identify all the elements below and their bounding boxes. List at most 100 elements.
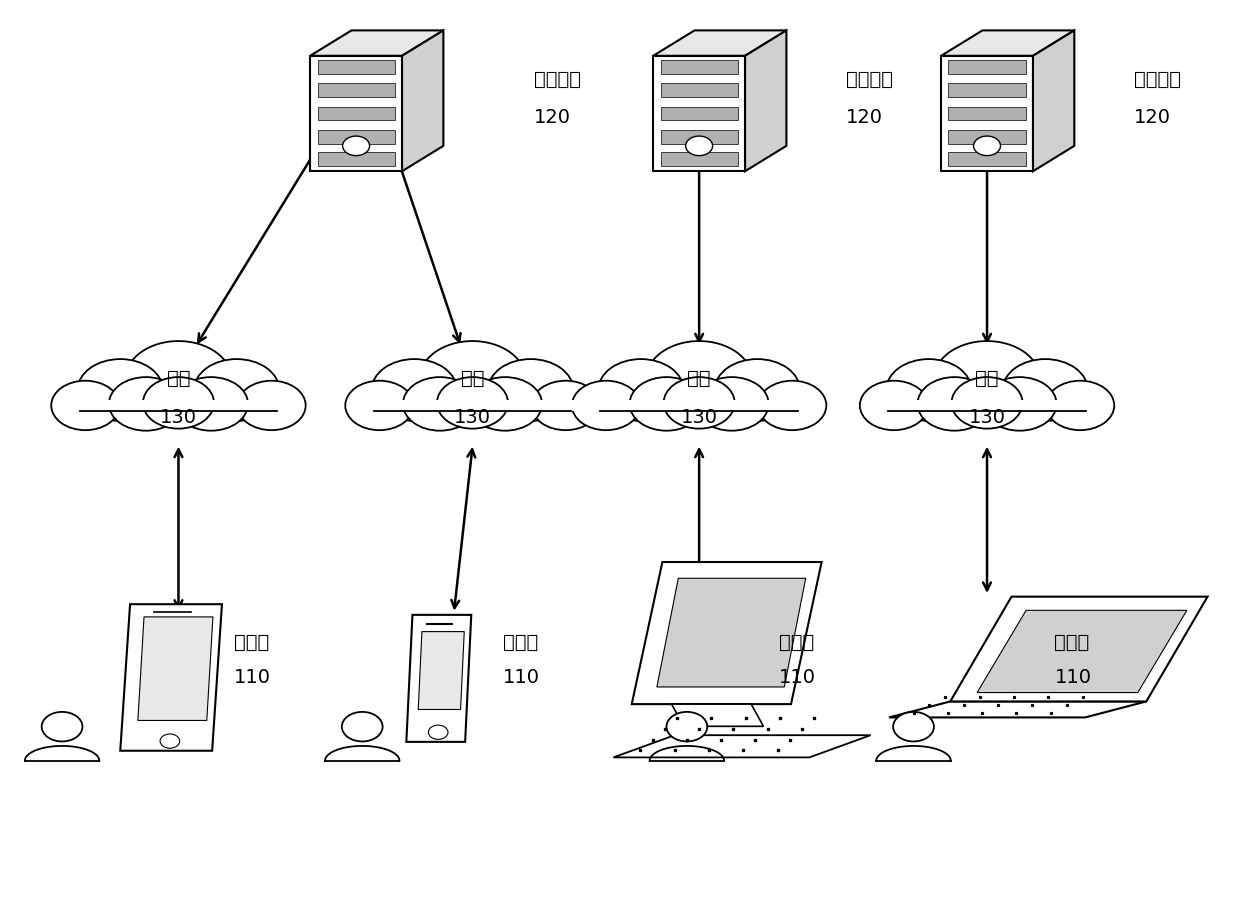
Circle shape (78, 359, 162, 421)
Circle shape (419, 341, 525, 419)
Polygon shape (592, 400, 807, 410)
Polygon shape (948, 106, 1026, 121)
Polygon shape (948, 130, 1026, 143)
Polygon shape (950, 596, 1208, 702)
Text: 130: 130 (453, 408, 491, 427)
Circle shape (42, 712, 83, 741)
Circle shape (175, 377, 248, 430)
Text: 网络: 网络 (167, 369, 191, 388)
Text: 120: 120 (846, 108, 883, 127)
Circle shape (372, 359, 457, 421)
Polygon shape (660, 60, 737, 74)
Polygon shape (890, 702, 1146, 717)
Polygon shape (978, 611, 1187, 693)
Polygon shape (660, 106, 737, 121)
Circle shape (403, 377, 477, 430)
Polygon shape (72, 400, 285, 410)
Circle shape (346, 381, 414, 430)
Polygon shape (672, 704, 763, 726)
Polygon shape (660, 152, 737, 166)
Text: 110: 110 (779, 668, 815, 687)
Circle shape (646, 341, 752, 419)
Polygon shape (745, 31, 787, 171)
Text: 网络节点: 网络节点 (1134, 70, 1181, 89)
Circle shape (983, 377, 1057, 430)
Circle shape (629, 377, 704, 430)
Text: 130: 130 (969, 408, 1006, 427)
Polygon shape (310, 31, 444, 56)
Circle shape (142, 377, 214, 428)
Polygon shape (871, 372, 1104, 413)
Text: 客户端: 客户端 (234, 632, 269, 651)
Text: 110: 110 (234, 668, 270, 687)
Polygon shape (317, 84, 395, 97)
Polygon shape (401, 31, 444, 171)
Text: 120: 120 (1134, 108, 1171, 127)
Polygon shape (657, 578, 805, 687)
Polygon shape (317, 106, 395, 121)
Polygon shape (310, 56, 401, 171)
Text: 网络: 网络 (461, 369, 484, 388)
Circle shape (886, 359, 971, 421)
Text: 网络: 网络 (688, 369, 711, 388)
Polygon shape (406, 615, 471, 741)
Polygon shape (317, 60, 395, 74)
Circle shape (695, 377, 768, 430)
Polygon shape (942, 31, 1074, 56)
Polygon shape (660, 84, 737, 97)
Text: 网络节点: 网络节点 (534, 70, 581, 89)
Text: 网络节点: 网络节点 (846, 70, 893, 89)
Circle shape (1002, 359, 1088, 421)
Circle shape (572, 381, 641, 430)
Circle shape (195, 359, 279, 421)
Circle shape (468, 377, 541, 430)
Circle shape (893, 712, 934, 741)
Circle shape (109, 377, 183, 430)
Circle shape (918, 377, 991, 430)
Polygon shape (356, 372, 589, 413)
Text: 110: 110 (503, 668, 540, 687)
Polygon shape (653, 56, 745, 171)
Polygon shape (120, 604, 222, 750)
Circle shape (667, 712, 707, 741)
Circle shape (974, 136, 1001, 156)
Text: 客户端: 客户端 (779, 632, 814, 651)
Circle shape (685, 136, 712, 156)
Polygon shape (653, 31, 787, 56)
Polygon shape (62, 372, 295, 413)
Circle shape (160, 734, 180, 748)
Polygon shape (613, 735, 871, 758)
Circle shape (934, 341, 1041, 419)
Circle shape (437, 377, 508, 428)
Polygon shape (948, 60, 1026, 74)
Circle shape (860, 381, 928, 430)
Polygon shape (582, 372, 815, 413)
Polygon shape (880, 400, 1094, 410)
Polygon shape (1033, 31, 1074, 171)
Circle shape (532, 381, 600, 430)
Polygon shape (138, 617, 213, 721)
Circle shape (238, 381, 306, 430)
Circle shape (598, 359, 684, 421)
Circle shape (664, 377, 735, 428)
Text: 110: 110 (1054, 668, 1092, 687)
Text: 130: 130 (160, 408, 197, 427)
Circle shape (125, 341, 232, 419)
Circle shape (715, 359, 800, 421)
Polygon shape (632, 562, 821, 704)
Circle shape (758, 381, 826, 430)
Polygon shape (366, 400, 580, 410)
Polygon shape (948, 84, 1026, 97)
Circle shape (51, 381, 119, 430)
Text: 客户端: 客户端 (1054, 632, 1089, 651)
Circle shape (488, 359, 574, 421)
Polygon shape (948, 152, 1026, 166)
Text: 网络: 网络 (975, 369, 999, 388)
Circle shape (342, 712, 383, 741)
Circle shape (952, 377, 1022, 428)
Circle shape (429, 725, 449, 740)
Text: 130: 130 (680, 408, 717, 427)
Circle shape (1046, 381, 1114, 430)
Text: 客户端: 客户端 (503, 632, 539, 651)
Polygon shape (419, 631, 465, 710)
